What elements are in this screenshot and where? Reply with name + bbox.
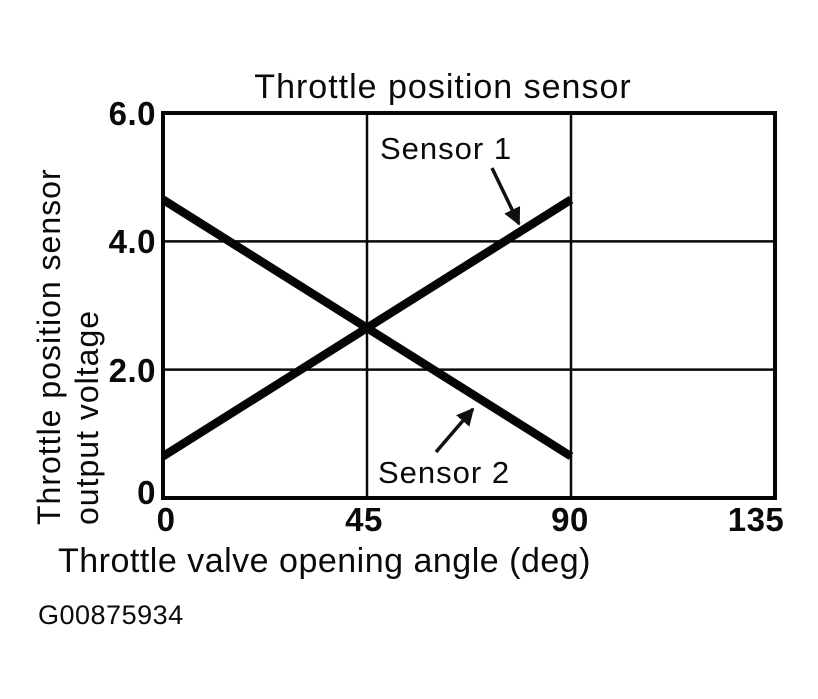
sensor-1-annotation-arrow (490, 167, 521, 226)
series-lines-group (160, 196, 574, 460)
x-tick-label: 135 (727, 501, 785, 538)
y-tick-label: 4.0 (108, 223, 156, 260)
sensor-1-annotation-label: Sensor 1 (380, 131, 513, 166)
sensor-2-line (160, 196, 574, 460)
x-tick-label: 45 (345, 501, 383, 538)
sensor-2-annotation-label: Sensor 2 (378, 455, 511, 490)
y-axis-label: Throttle position sensor output voltage (30, 105, 106, 525)
gridlines-group (163, 113, 775, 498)
y-tick-label: 6.0 (108, 95, 156, 132)
plot-border (161, 111, 777, 500)
y-tick-label: 0 (137, 474, 156, 511)
y-axis-label-line2: output voltage (69, 309, 105, 525)
figure-id: G00875934 (38, 600, 184, 630)
sensor-2-annotation-arrow (434, 407, 475, 454)
chart-title: Throttle position sensor (254, 68, 632, 106)
y-tick-label: 2.0 (108, 352, 156, 389)
x-axis-label: Throttle valve opening angle (deg) (58, 542, 591, 580)
x-tick-label: 0 (156, 501, 176, 538)
x-tick-label: 90 (551, 501, 589, 538)
y-axis-label-line1: Throttle position sensor (31, 168, 67, 525)
